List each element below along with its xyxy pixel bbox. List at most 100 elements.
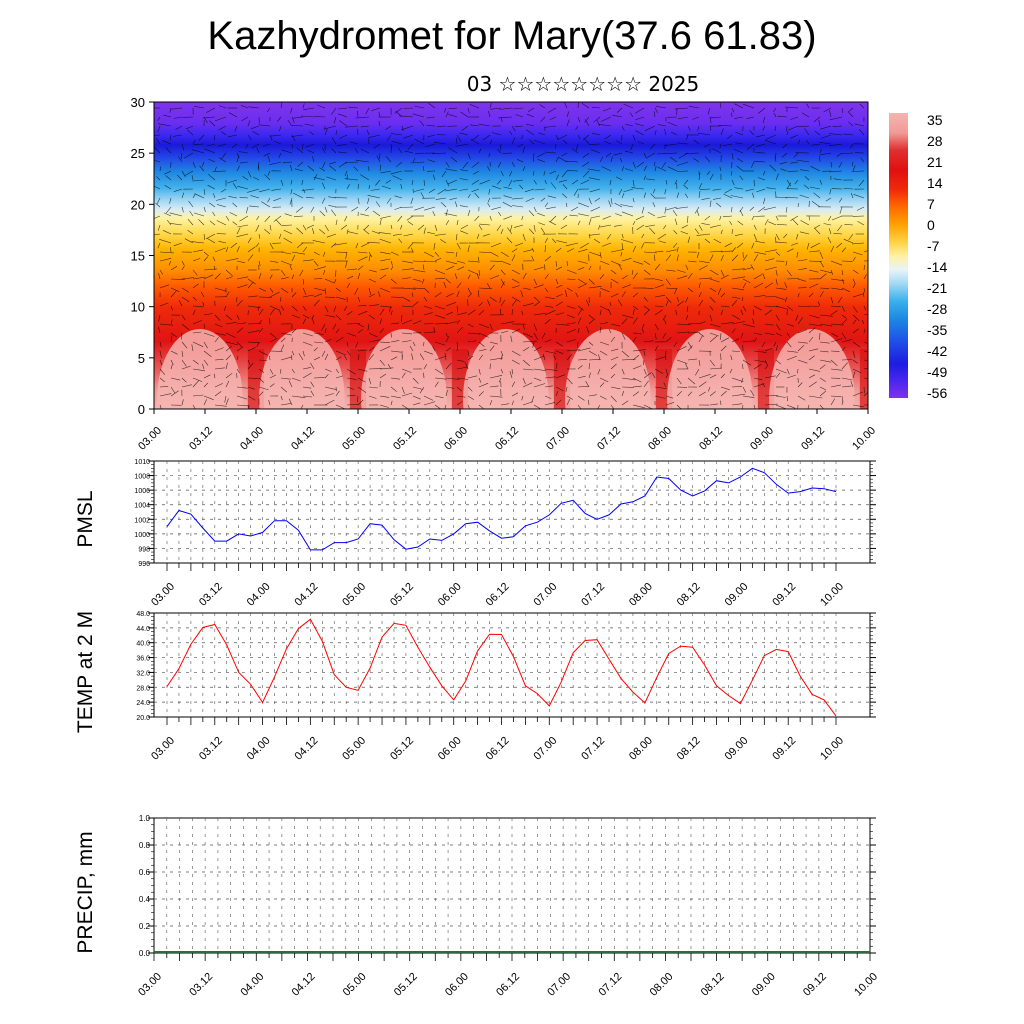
x-tick-label: 07.12	[595, 425, 623, 453]
y-tick-label: 20	[131, 197, 145, 212]
x-tick-label: 07.12	[579, 735, 607, 763]
x-tick-label: 08.12	[699, 971, 727, 999]
y-tick-label: 10	[131, 300, 145, 315]
x-tick-label: 09.12	[770, 581, 798, 609]
warm-plume	[361, 329, 447, 409]
x-tick-label: 09.00	[750, 971, 778, 999]
x-tick-label: 08.00	[627, 581, 655, 609]
y-tick-label: 44.0	[136, 626, 150, 633]
x-tick-label: 04.00	[245, 735, 273, 763]
colorbar-label: -49	[927, 364, 947, 380]
colorbar-label: -7	[927, 238, 940, 254]
x-tick-label: 03.12	[197, 581, 225, 609]
x-tick-label: 06.00	[443, 971, 471, 999]
x-tick-label: 07.12	[579, 581, 607, 609]
y-tick-label: 30	[131, 95, 145, 110]
y-axis-label: PRECIP, mm	[74, 831, 97, 953]
y-tick-label: 15	[131, 249, 145, 264]
x-tick-label: 08.00	[627, 735, 655, 763]
chart-title: Kazhydromet for Mary(37.6 61.83)	[207, 14, 817, 58]
colorbar-label: -35	[927, 322, 947, 338]
y-tick-label: 1.0	[139, 814, 151, 823]
colorbar-label: 7	[927, 196, 935, 212]
y-tick-label: 5	[138, 351, 145, 366]
x-tick-label: 10.00	[818, 735, 846, 763]
warm-plume	[463, 329, 549, 409]
warm-plume	[157, 329, 243, 409]
x-tick-label: 09.00	[723, 581, 751, 609]
panel-precip-mm: 0.0 0.2 0.4 0.6 0.8 1.0 03.00 03.12 04.00 04.12 05…	[74, 814, 880, 999]
x-tick-label: 06.12	[494, 971, 522, 999]
x-tick-label: 04.00	[238, 425, 266, 453]
x-tick-label: 05.12	[392, 971, 420, 999]
y-tick-label: 996	[138, 561, 150, 568]
x-tick-label: 03.00	[149, 581, 177, 609]
x-tick-label: 04.12	[290, 971, 318, 999]
temperature-field	[154, 102, 868, 409]
warm-plume	[259, 329, 345, 409]
x-tick-label: 06.00	[436, 581, 464, 609]
y-tick-label: 0.0	[139, 949, 151, 958]
x-tick-label: 06.12	[493, 425, 521, 453]
x-tick-label: 05.12	[391, 425, 419, 453]
y-tick-label: 36.0	[136, 656, 150, 663]
y-tick-label: 25	[131, 146, 145, 161]
y-tick-label: 32.0	[136, 670, 150, 677]
x-tick-label: 09.00	[748, 425, 776, 453]
y-axis-label: PMSL	[74, 490, 97, 547]
x-tick-label: 07.00	[544, 425, 572, 453]
x-tick-label: 04.12	[289, 425, 317, 453]
x-tick-label: 09.12	[770, 735, 798, 763]
x-tick-label: 03.00	[149, 735, 177, 763]
x-tick-label: 04.00	[245, 581, 273, 609]
colorbar-label: 14	[927, 175, 943, 191]
x-tick-label: 08.12	[675, 581, 703, 609]
x-tick-label: 10.00	[852, 971, 880, 999]
x-tick-label: 05.00	[340, 735, 368, 763]
colorbar-label: 28	[927, 133, 943, 149]
y-tick-label: 998	[138, 546, 150, 553]
panel-pmsl: 996 998 1000 1002 1004 1006 1008 1010 03.00 03.12…	[74, 459, 876, 609]
y-tick-label: 1006	[134, 488, 150, 495]
x-tick-label: 08.00	[646, 425, 674, 453]
x-tick-label: 03.00	[136, 425, 164, 453]
wind-vectors	[154, 102, 868, 409]
x-tick-label: 10.00	[850, 425, 878, 453]
colorbar-label: -14	[927, 259, 947, 275]
x-tick-label: 05.00	[340, 581, 368, 609]
y-tick-label: 0.8	[139, 841, 151, 850]
x-tick-label: 08.00	[648, 971, 676, 999]
series-line	[166, 618, 837, 717]
colorbar: 35 28 21 14 7 0 -7 -14 -21 -28 -35 -42 -49 -56	[889, 112, 947, 401]
x-tick-label: 05.12	[388, 581, 416, 609]
x-tick-label: 05.00	[341, 971, 369, 999]
y-tick-label: 20.0	[136, 715, 150, 722]
x-tick-label: 08.12	[697, 425, 725, 453]
chart-subtitle: 03 ☆☆☆☆☆☆☆☆ 2025	[466, 72, 700, 96]
x-tick-label: 06.00	[436, 735, 464, 763]
x-tick-label: 04.00	[238, 971, 266, 999]
x-tick-label: 04.12	[293, 735, 321, 763]
y-axis-label: TEMP at 2 M	[74, 611, 97, 733]
y-tick-label: 24.0	[136, 700, 150, 707]
x-tick-label: 09.12	[801, 971, 829, 999]
x-tick-label: 08.12	[675, 735, 703, 763]
x-tick-label: 03.12	[187, 425, 215, 453]
y-tick-label: 1000	[134, 532, 150, 539]
x-tick-label: 05.00	[340, 425, 368, 453]
x-tick-label: 07.00	[545, 971, 573, 999]
colorbar-label: -42	[927, 343, 947, 359]
y-tick-label: 48.0	[136, 611, 150, 618]
colorbar-ramp	[889, 113, 908, 398]
colorbar-label: 35	[927, 112, 943, 128]
x-tick-label: 03.00	[136, 971, 164, 999]
x-tick-label: 07.00	[531, 735, 559, 763]
x-tick-label: 06.12	[484, 581, 512, 609]
x-tick-label: 06.12	[484, 735, 512, 763]
x-tick-label: 03.12	[197, 735, 225, 763]
warm-plume	[769, 329, 855, 409]
colorbar-label: -56	[927, 385, 947, 401]
plot-frame	[153, 612, 871, 718]
y-tick-label: 1004	[134, 503, 150, 510]
